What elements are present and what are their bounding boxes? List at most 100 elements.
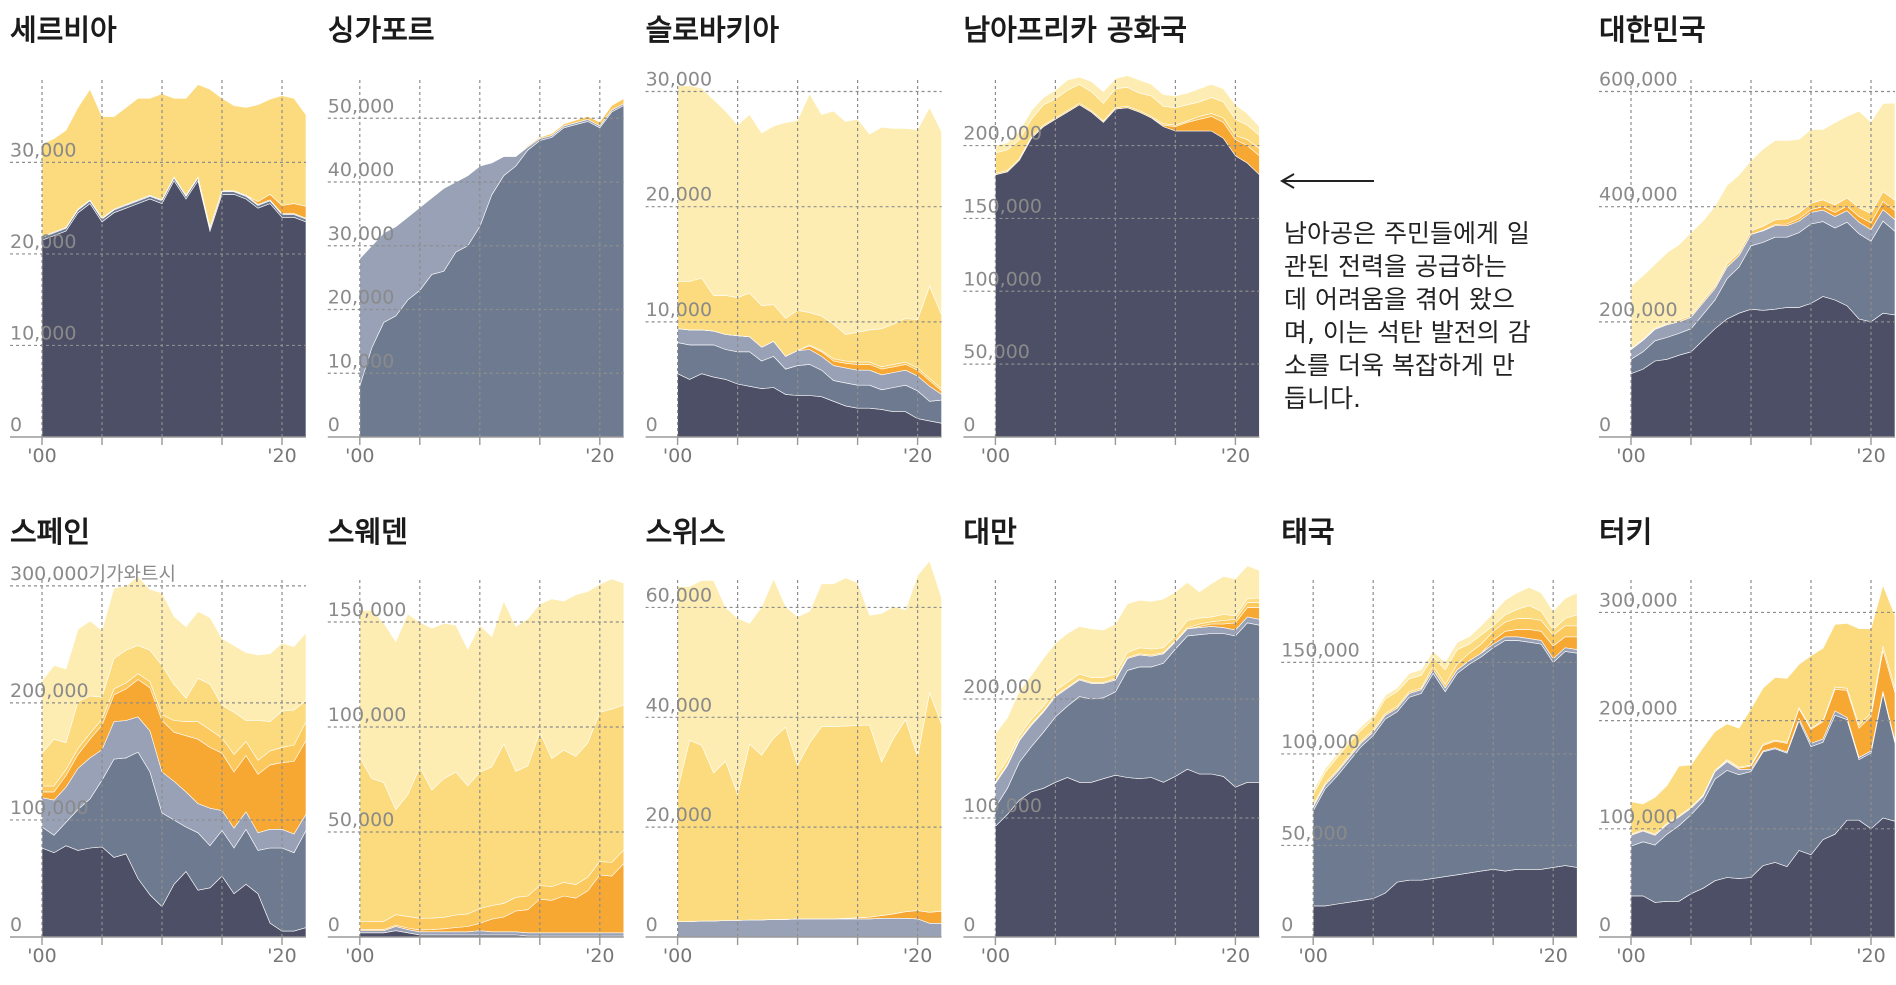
panel-6: 스웨덴 0 50,000 100,000 150,000 '00 '20 <box>327 515 625 967</box>
y-tick-label: 0 <box>328 414 340 436</box>
x-tick-label: '00 <box>663 445 692 467</box>
area-series-6 <box>359 578 625 811</box>
x-tick-label: '00 <box>1616 945 1645 967</box>
x-tick-label: '20 <box>267 945 296 967</box>
y-tick-label: 300,000기가와트시 <box>10 563 176 585</box>
x-tick-label: '20 <box>903 945 932 967</box>
annotation-text-line: 듭니다. <box>1284 384 1361 413</box>
y-tick-label: 100,000 <box>1281 731 1360 753</box>
y-tick-label: 400,000 <box>1599 184 1678 206</box>
y-tick-label: 40,000 <box>646 694 712 716</box>
x-tick-label: '00 <box>981 945 1010 967</box>
x-tick-label: '00 <box>663 945 692 967</box>
panel-7: 스위스 0 20,000 40,000 60,000 '00 '20 <box>645 515 942 967</box>
x-tick-label: '20 <box>1856 945 1885 967</box>
y-tick-label: 0 <box>646 414 658 436</box>
y-tick-label: 10,000 <box>10 322 76 344</box>
area-series-6 <box>1630 102 1896 350</box>
panel-title: 스페인 <box>10 515 90 549</box>
panel-0: 세르비아 0 10,000 20,000 30,000 '00 '20 <box>10 13 307 467</box>
area-series-6 <box>1312 586 1578 795</box>
panel-title: 터키 <box>1599 515 1652 549</box>
y-tick-label: 150,000 <box>1281 639 1360 661</box>
y-tick-label: 200,000 <box>10 680 89 702</box>
y-tick-label: 100,000 <box>10 797 89 819</box>
area-series-6 <box>677 85 942 335</box>
y-tick-label: 20,000 <box>10 231 76 253</box>
y-tick-label: 60,000 <box>646 584 712 606</box>
y-tick-label: 40,000 <box>328 159 394 181</box>
y-tick-label: 100,000 <box>963 268 1042 290</box>
y-tick-label: 20,000 <box>646 804 712 826</box>
y-tick-label: 0 <box>1281 914 1293 936</box>
panel-5: 스페인 0 100,000 200,000 300,000기가와트시 '00 '20 <box>10 515 307 967</box>
annotation-text-line: 며, 이는 석탄 발전의 감 <box>1284 318 1531 347</box>
panel-3: 남아프리카 공화국 0 50,000 100,000 150,000 200,000 '00… <box>963 13 1260 467</box>
y-tick-label: 0 <box>328 914 340 936</box>
y-tick-label: 0 <box>1599 414 1611 436</box>
panel-2: 슬로바키아 0 10,000 20,000 30,000 '00 '20 <box>645 13 942 467</box>
y-tick-label: 0 <box>963 914 975 936</box>
y-tick-label: 100,000 <box>328 704 407 726</box>
area-series-5 <box>1630 584 1896 835</box>
y-tick-label: 20,000 <box>646 184 712 206</box>
y-tick-label: 100,000 <box>1599 806 1678 828</box>
x-tick-label: '20 <box>1856 445 1885 467</box>
y-tick-label: 200,000 <box>1599 698 1678 720</box>
y-tick-label: 150,000 <box>963 195 1042 217</box>
panel-title: 슬로바키아 <box>646 13 780 47</box>
panel-title: 스위스 <box>646 515 726 549</box>
y-tick-label: 200,000 <box>963 123 1042 145</box>
area-series-6 <box>41 576 307 755</box>
y-tick-label: 600,000 <box>1599 69 1678 91</box>
panel-8: 대만 0 100,000 200,000 '00 '20 <box>963 515 1260 967</box>
x-tick-label: '20 <box>1221 445 1250 467</box>
y-tick-label: 0 <box>646 914 658 936</box>
x-tick-label: '00 <box>27 945 56 967</box>
y-tick-label: 50,000 <box>328 95 394 117</box>
area-series-6 <box>995 565 1260 779</box>
x-tick-label: '20 <box>585 445 614 467</box>
x-tick-label: '00 <box>27 445 56 467</box>
x-tick-label: '20 <box>1221 945 1250 967</box>
panel-4: 대한민국 0 200,000 400,000 600,000 '00 '20 <box>1599 13 1896 467</box>
panel-title: 싱가포르 <box>328 13 435 47</box>
y-tick-label: 30,000 <box>328 223 394 245</box>
x-tick-label: '00 <box>1298 945 1327 967</box>
area-series-4 <box>359 97 625 259</box>
annotation-text-line: 데 어려움을 겪어 왔으 <box>1284 285 1515 314</box>
y-tick-label: 50,000 <box>1281 822 1347 844</box>
y-tick-label: 10,000 <box>646 299 712 321</box>
panel-title: 대한민국 <box>1599 13 1706 47</box>
panel-title: 대만 <box>963 515 1017 549</box>
panel-title: 태국 <box>1281 515 1334 549</box>
x-tick-label: '00 <box>1616 445 1645 467</box>
y-tick-label: 30,000 <box>646 69 712 91</box>
panel-title: 세르비아 <box>10 13 117 47</box>
y-tick-label: 200,000 <box>963 676 1042 698</box>
x-tick-label: '20 <box>585 945 614 967</box>
x-tick-label: '20 <box>1538 945 1567 967</box>
annotation-text-line: 남아공은 주민들에게 일 <box>1284 219 1530 248</box>
panel-9: 태국 0 50,000 100,000 150,000 '00 '20 <box>1281 515 1578 967</box>
y-tick-label: 0 <box>10 914 22 936</box>
y-tick-label: 150,000 <box>328 599 407 621</box>
area-series-5 <box>41 84 307 237</box>
arrowhead-icon <box>1280 173 1295 189</box>
y-tick-label: 0 <box>963 414 975 436</box>
panel-10: 터키 0 100,000 200,000 300,000 '00 '20 <box>1599 515 1896 967</box>
panel-title: 남아프리카 공화국 <box>963 13 1187 47</box>
annotation-text-line: 소를 더욱 복잡하게 만 <box>1284 351 1515 380</box>
panel-title: 스웨덴 <box>328 515 408 549</box>
y-tick-label: 100,000 <box>963 795 1042 817</box>
y-tick-label: 200,000 <box>1599 299 1678 321</box>
y-tick-label: 50,000 <box>963 341 1029 363</box>
annotation-text-line: 관된 전력을 공급하는 <box>1284 252 1507 281</box>
y-tick-label: 20,000 <box>328 287 394 309</box>
y-tick-label: 300,000 <box>1599 589 1678 611</box>
area-series-6 <box>995 75 1260 154</box>
x-tick-label: '20 <box>903 445 932 467</box>
x-tick-label: '00 <box>345 445 374 467</box>
